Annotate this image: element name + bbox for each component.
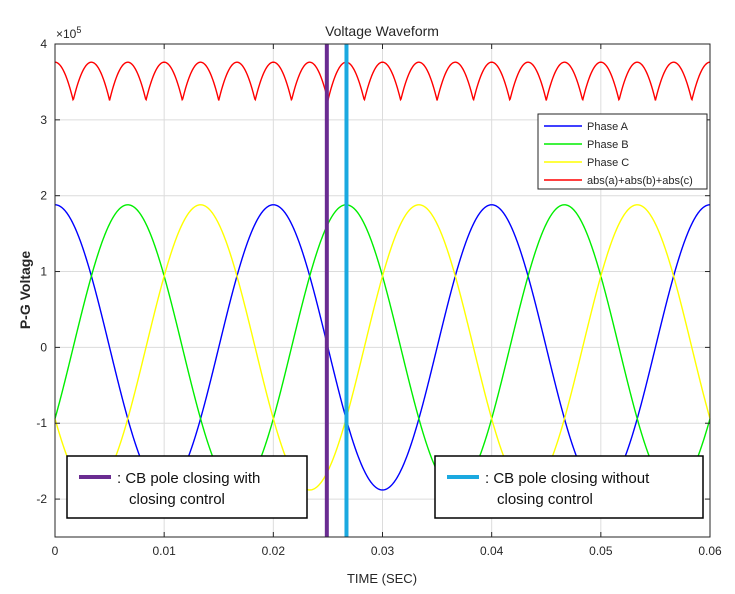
series-line-3 (54, 204, 711, 491)
x-tick-label: 0 (52, 544, 59, 558)
y-tick-label: -2 (36, 492, 47, 506)
x-axis-label: TIME (SEC) (347, 571, 417, 586)
y-tick-label: 1 (40, 265, 47, 279)
annotation-box (66, 455, 308, 519)
x-tick-label: 0.01 (152, 544, 176, 558)
legend-label: Phase A (587, 121, 629, 133)
y-tick-label: 4 (40, 37, 47, 51)
y-tick-label: 2 (40, 189, 47, 203)
y-tick-label: 3 (40, 113, 47, 127)
x-tick-label: 0.03 (371, 544, 395, 558)
x-tick-label: 0.04 (480, 544, 504, 558)
x-tick-label: 0.02 (262, 544, 286, 558)
annotation-text-line2: closing control (497, 491, 593, 508)
legend-label: Phase B (587, 139, 629, 151)
chart-title: Voltage Waveform (325, 23, 439, 39)
y-exponent-label: ×105 (56, 25, 81, 41)
annotation-layer: : CB pole closing with closing control : C… (66, 455, 704, 519)
series-line-4 (54, 61, 711, 102)
tick-layer: 0 0.01 0.02 0.03 0.04 0.05 0.06 -2 -1 0 1 2 3 4 (36, 37, 722, 558)
y-exponent-base: ×10 (56, 27, 77, 41)
x-tick-label: 0.06 (698, 544, 722, 558)
annotation-text-line1: : CB pole closing without (485, 470, 650, 487)
y-exponent-power: 5 (76, 25, 81, 35)
annotation-text-line2: closing control (129, 491, 225, 508)
annotation-box (434, 455, 704, 519)
y-tick-label: 0 (40, 340, 47, 354)
x-tick-label: 0.05 (589, 544, 613, 558)
y-tick-label: -1 (36, 416, 47, 430)
y-axis-label: P-G Voltage (17, 251, 33, 330)
legend: Phase A Phase B Phase C abs(a)+abs(b)+abs(c… (537, 113, 708, 190)
marker-layer (324, 44, 349, 537)
legend-label: abs(a)+abs(b)+abs(c) (587, 175, 693, 187)
legend-label: Phase C (587, 157, 629, 169)
annotation-text-line1: : CB pole closing with (117, 470, 260, 487)
